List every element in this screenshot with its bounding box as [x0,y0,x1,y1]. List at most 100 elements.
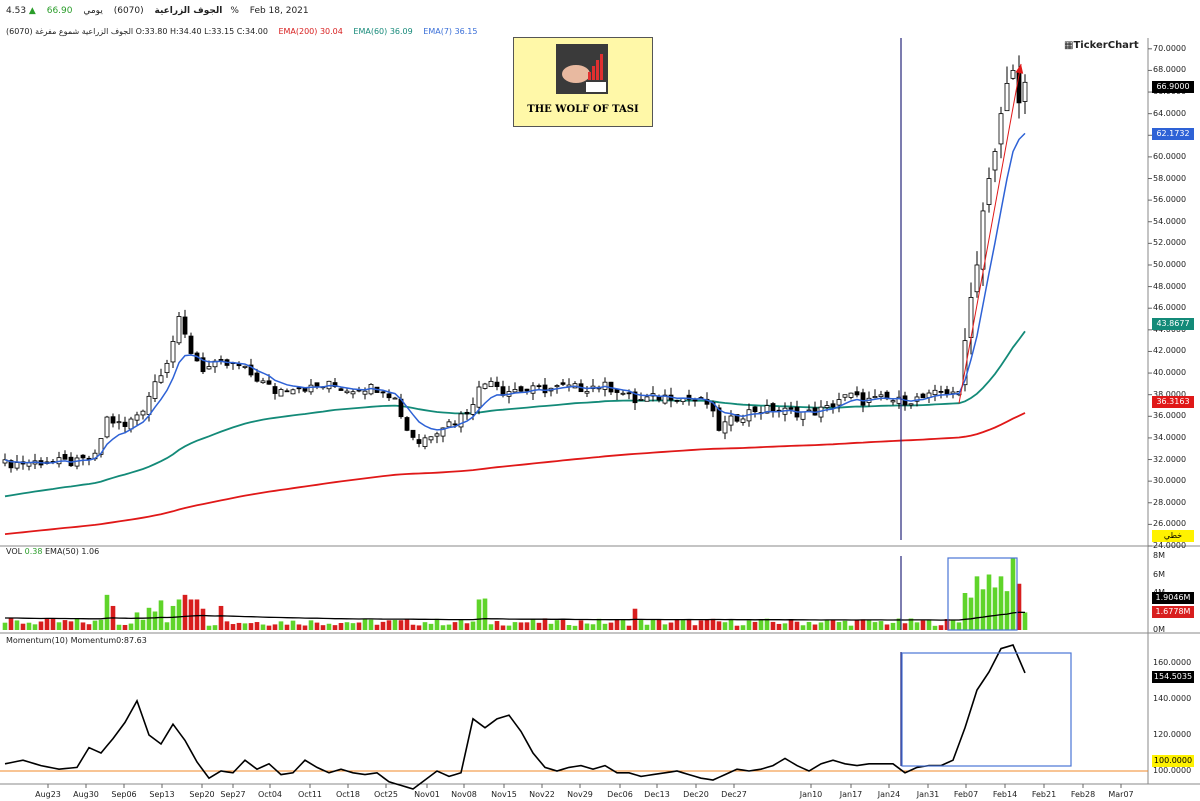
volume-bar [668,622,674,630]
volume-bar [872,622,878,630]
volume-bar [410,624,416,630]
time-axis: Aug23 Aug30 Sep06 Sep13 Sep20 Sep27 Oct04 Oct11… [35,784,1134,799]
price-tick-label: 36.0000 [1153,411,1187,421]
volume-bar [122,624,128,630]
change-percent: 4.53% [6,6,239,16]
brand-label: ▦TickerChart [1064,40,1139,51]
volume-bar [206,625,212,630]
candle [428,436,434,441]
volume-bar [1016,583,1022,630]
candle [644,396,650,402]
volume-title[interactable]: VOL [6,547,23,556]
volume-bar [566,625,572,630]
line-mode-button[interactable]: خطي [1152,530,1194,542]
volume-bar [542,618,548,630]
volume-bar [554,620,560,630]
volume-bar [938,625,944,630]
candle [662,394,668,404]
candle [362,390,368,395]
candle [14,462,20,469]
volume-bar [824,620,830,630]
candle [488,380,494,388]
volume-bar [482,598,488,630]
volume-bar [440,625,446,630]
symbol-name[interactable]: الجوف الزراعية [154,6,223,16]
volume-bar [212,625,218,630]
candle [620,392,626,395]
candle [350,391,356,395]
candle [920,393,926,399]
quote-date: Feb 18, 2021 [249,6,309,16]
momentum-highlight-box [901,652,1072,767]
volume-bar [614,619,620,630]
volume-bar [68,621,74,630]
volume-bar [920,620,926,630]
volume-highlight-box [947,557,1018,631]
trend-arrow-line [958,63,1022,404]
candle [998,113,1004,145]
candle [446,421,452,428]
volume-bar [356,622,362,630]
volume-bar [314,622,320,630]
volume-bar [470,621,476,630]
candle [980,210,986,270]
volume-bar [692,625,698,630]
volume-bar [812,624,818,630]
candle [530,385,536,394]
time-tick-label: Oct25 [374,790,398,799]
candle [410,429,416,438]
candle [788,407,794,410]
ema200-label[interactable]: EMA(200) [278,27,318,36]
time-tick-label: Sep27 [220,790,245,799]
price-tick-label: 60.0000 [1153,151,1187,161]
candle [584,391,590,394]
ema7-tag: 62.1732 [1152,128,1194,140]
price-panel [2,38,1152,547]
volume-ema-label[interactable]: EMA(50) [45,547,79,556]
volume-bar [788,619,794,630]
momentum-title[interactable]: Momentum(10) [6,636,69,645]
volume-bar [38,621,44,630]
period-label[interactable]: يومي [83,6,103,16]
volume-bar [476,599,482,630]
volume-bar [326,623,332,630]
volume-bar [32,624,38,630]
candle [764,405,770,414]
candle [146,395,152,415]
momentum-legend: Momentum(10) Momentum0:87.63 [6,636,147,645]
price-tick-label: 30.0000 [1153,476,1187,486]
volume-bar [878,621,884,630]
volume-bar [434,618,440,630]
volume-bar [224,621,230,630]
ema7-label[interactable]: EMA(7) [423,27,453,36]
volume-bar [8,618,14,630]
momentum-tick-label: 120.0000 [1153,730,1192,739]
volume-bar [320,625,326,630]
volume-bar [164,622,170,630]
price-tick-label: 24.0000 [1153,541,1187,550]
volume-bar [338,623,344,630]
volume-bar [968,597,974,630]
candle [200,357,206,373]
candle [476,386,482,408]
volume-bar [272,624,278,630]
price-tick-label: 54.0000 [1153,216,1187,226]
volume-bar [1010,557,1016,630]
candle [1010,70,1016,79]
brand-grid-icon: ▦ [1064,40,1074,51]
candle [542,384,548,394]
candle [104,416,110,438]
volume-bar [104,594,110,630]
candle [464,411,470,415]
time-tick-label: Dec13 [644,790,670,799]
volume-bar [80,622,86,630]
volume-bar [350,623,356,630]
candle [470,404,476,415]
indicator-legend: الجوف الزراعية شموع مفرغة (6070) O:33.80… [6,27,485,36]
price-tick-label: 32.0000 [1153,454,1187,464]
candle [392,397,398,400]
ema60-label[interactable]: EMA(60) [353,27,388,36]
volume-bar [536,622,542,630]
symbol-code: (6070) [113,6,144,16]
